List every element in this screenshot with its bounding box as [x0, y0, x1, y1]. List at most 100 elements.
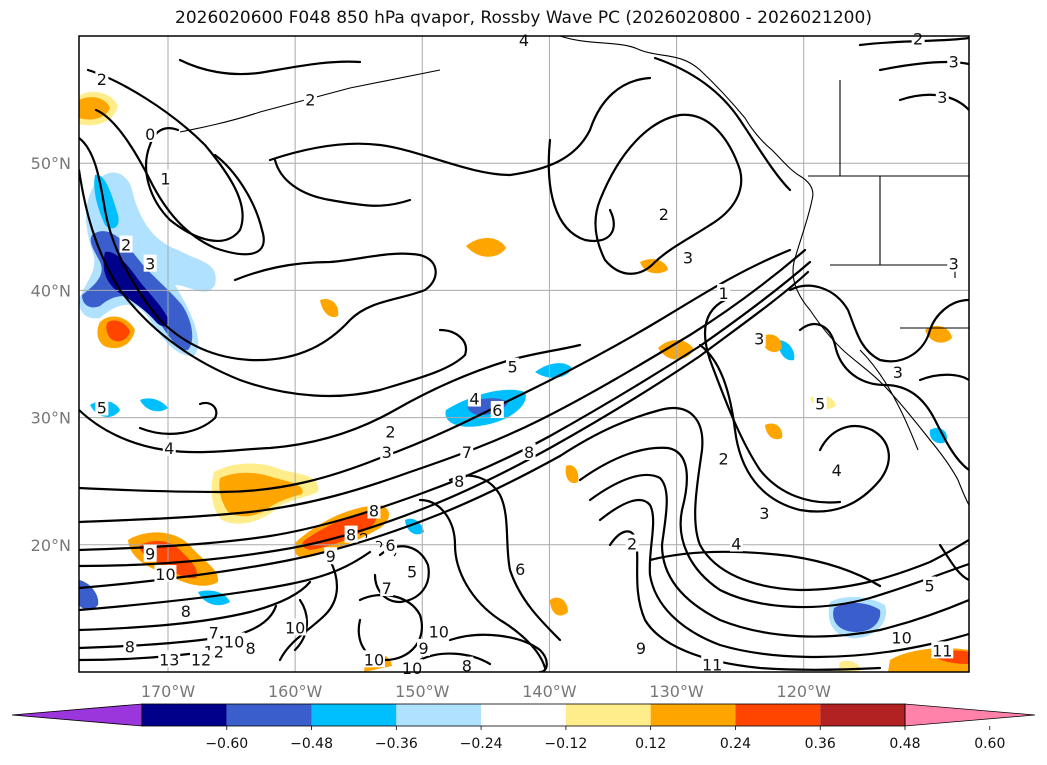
contour-label-bg — [506, 357, 520, 375]
contour-label-bg — [119, 235, 133, 253]
colorbar-segment — [311, 704, 397, 726]
contour-label: 8 — [524, 443, 534, 462]
contour-line — [594, 113, 743, 275]
contour-label: 2 — [385, 423, 395, 442]
contour-label: 3 — [759, 504, 769, 523]
contour-label: 10 — [891, 629, 911, 648]
contour-label-bg — [123, 637, 137, 655]
contour-label: 3 — [382, 443, 392, 462]
contour-label: 8 — [454, 472, 464, 491]
contour-line — [94, 108, 265, 256]
contour-label: 8 — [181, 602, 191, 621]
contour-label-bg — [813, 394, 827, 412]
lat-tick-label: 40°N — [31, 281, 71, 300]
contour-label: 11 — [702, 655, 722, 674]
contour-label: 2 — [719, 449, 729, 468]
contour-label-bg — [490, 400, 504, 418]
contour-label-bg — [701, 655, 724, 673]
contour-label-bg — [384, 422, 397, 440]
lat-tick-label: 20°N — [31, 536, 71, 555]
contour-line — [293, 598, 308, 652]
contour-label: 6 — [385, 536, 395, 555]
contour-label: 3 — [949, 52, 959, 71]
contour-label: 5 — [815, 395, 825, 414]
contour-label-bg — [935, 88, 949, 106]
contour-label-bg — [452, 472, 466, 490]
contour-label-bg — [158, 650, 181, 668]
negative-anomaly-southeast-core — [833, 602, 881, 632]
contour-line — [418, 498, 547, 670]
contour-label: 10 — [155, 565, 175, 584]
contour-label-bg — [367, 501, 381, 519]
colorbar-segment — [735, 704, 821, 726]
positive-anomaly-red-spot-core — [106, 320, 130, 342]
negative-anomaly-small-2 — [140, 398, 168, 412]
contour-label-bg — [717, 283, 731, 301]
contour-line — [79, 168, 468, 398]
contour-label: 4 — [469, 390, 479, 409]
positive-anomaly-hawaii-band-core — [302, 512, 377, 550]
contour-line — [448, 474, 562, 642]
contour-label: 1 — [719, 284, 729, 303]
contour-label: 2 — [659, 205, 669, 224]
contour-line — [448, 633, 548, 672]
colorbar-tick-label: 0.48 — [889, 736, 920, 752]
contour-label: 5 — [924, 577, 934, 596]
contour-label-bg — [923, 576, 937, 594]
contour-label: 12 — [191, 650, 211, 669]
contour-label-bg — [143, 124, 157, 142]
contour-label-bg — [681, 248, 695, 266]
colorbar-tick-label: −0.60 — [205, 736, 248, 752]
contour-label-bg — [223, 632, 246, 650]
contour-label: 9 — [636, 639, 646, 658]
contour-label: 11 — [932, 641, 952, 660]
colorbar-extend-low — [11, 703, 143, 727]
lon-tick-label: 140°W — [522, 682, 577, 701]
contour-label-bg — [384, 535, 397, 553]
colorbar-frame — [141, 703, 906, 727]
alaska-coast — [559, 36, 814, 201]
colorbar-tick-label: −0.36 — [375, 736, 418, 752]
contour-label: 3 — [754, 330, 764, 349]
positive-anomaly-east-3 — [925, 325, 952, 343]
baja-california — [859, 349, 919, 451]
positive-anomaly-small-1 — [550, 597, 568, 616]
contour-label: 1 — [160, 169, 170, 188]
contour-label-bg — [460, 656, 474, 674]
contour-label: 2 — [121, 236, 131, 255]
contour-label-bg — [911, 29, 925, 47]
contour-label: 8 — [246, 639, 256, 658]
colorbar-segment — [142, 704, 227, 726]
contour-line — [653, 56, 792, 192]
colorbar-segment — [820, 704, 905, 726]
contour-label: 2 — [627, 535, 637, 554]
contour-label-bg — [890, 628, 913, 646]
contour-label: 0 — [145, 125, 155, 144]
contour-label: 4 — [832, 461, 842, 480]
contour-label-bg — [634, 638, 648, 656]
lon-tick-label: 120°W — [777, 682, 832, 701]
contour-line — [79, 580, 312, 632]
contour-label-bg — [380, 442, 394, 460]
positive-anomaly-central-north — [466, 237, 506, 257]
contour-label: 10 — [364, 650, 384, 669]
colorbar-segment — [226, 704, 312, 726]
lat-tick-label: 50°N — [31, 154, 71, 173]
contour-label: 5 — [507, 358, 517, 377]
colorbar-tick-label: −0.12 — [544, 736, 587, 752]
contour-label: 7 — [209, 624, 219, 643]
contour-line — [798, 323, 969, 472]
positive-anomaly-small-6 — [565, 465, 579, 484]
contour-label-bg — [427, 622, 450, 640]
contour-label-bg — [324, 547, 338, 565]
contour-line — [558, 407, 969, 592]
longitude-axis: 170°W 160°W 150°W 140°W 130°W 120°W — [141, 682, 831, 701]
contour-label-bg — [460, 442, 474, 460]
contour-label-bg — [158, 169, 172, 187]
contour-label-bg — [467, 389, 481, 407]
colorbar: −0.60 −0.48 −0.36 −0.24 −0.12 0.12 0.24 0.36 0.4… — [11, 703, 1036, 752]
contour-line — [938, 543, 969, 582]
contour-line — [788, 284, 969, 363]
contour-label: 3 — [145, 255, 155, 274]
contour-label: 10 — [285, 618, 305, 637]
